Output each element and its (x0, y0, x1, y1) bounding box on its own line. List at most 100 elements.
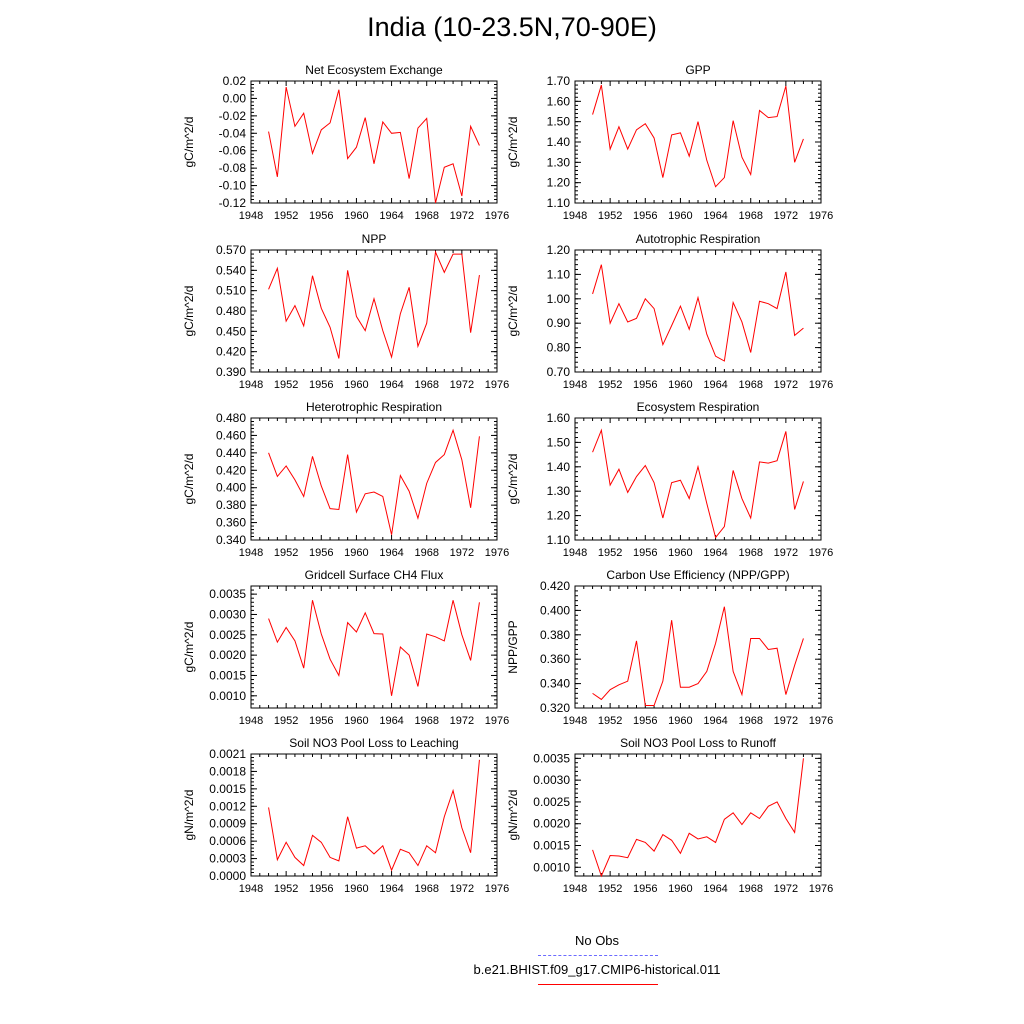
x-tick-label: 1956 (309, 883, 333, 895)
panel-title: Autotrophic Respiration (636, 232, 761, 246)
y-tick-label: 0.0035 (209, 587, 246, 601)
y-tick-label: 1.10 (547, 267, 571, 281)
plot-frame (250, 80, 498, 204)
plot-frame (250, 249, 498, 373)
x-tick-label: 1948 (239, 547, 263, 559)
x-tick-label: 1972 (774, 547, 798, 559)
x-tick-label: 1968 (414, 547, 438, 559)
plot-frame (574, 585, 822, 709)
x-tick-label: 1972 (450, 715, 474, 727)
x-tick-label: 1964 (703, 883, 727, 895)
x-tick-label: 1948 (239, 379, 263, 391)
x-tick-label: 1956 (309, 715, 333, 727)
y-axis-label: NPP/GPP (506, 620, 520, 673)
panel-title: Carbon Use Efficiency (NPP/GPP) (606, 568, 789, 582)
y-tick-label: 0.340 (540, 677, 570, 691)
panel-title: Gridcell Surface CH4 Flux (305, 568, 444, 582)
x-tick-label: 1972 (774, 210, 798, 222)
x-tick-label: 1964 (379, 379, 403, 391)
x-tick-label: 1976 (809, 715, 833, 727)
x-tick-label: 1976 (485, 547, 509, 559)
x-tick-label: 1972 (450, 210, 474, 222)
y-tick-label: 0.0030 (209, 607, 246, 621)
x-tick-label: 1972 (450, 547, 474, 559)
y-axis-label: gC/m^2/d (506, 117, 520, 168)
y-tick-label: 0.0012 (209, 799, 246, 813)
x-tick-label: 1952 (274, 883, 298, 895)
x-tick-label: 1960 (668, 379, 692, 391)
x-tick-label: 1948 (239, 715, 263, 727)
y-tick-label: -0.10 (219, 179, 247, 193)
x-tick-label: 1964 (379, 715, 403, 727)
y-tick-label: 0.0015 (533, 839, 570, 853)
y-tick-label: 0.0015 (209, 668, 246, 682)
y-tick-label: 0.510 (216, 284, 246, 298)
y-tick-label: 0.320 (540, 701, 570, 715)
y-tick-label: 0.0015 (209, 782, 246, 796)
x-tick-label: 1952 (274, 379, 298, 391)
x-tick-label: 1972 (774, 883, 798, 895)
x-tick-label: 1960 (344, 883, 368, 895)
x-tick-label: 1968 (738, 210, 762, 222)
y-tick-label: 0.0006 (209, 834, 246, 848)
y-tick-label: 1.00 (547, 292, 571, 306)
y-tick-label: 0.450 (216, 324, 246, 338)
x-tick-label: 1976 (485, 379, 509, 391)
y-tick-label: 0.420 (216, 463, 246, 477)
y-tick-label: 1.40 (547, 460, 571, 474)
y-tick-label: 0.0021 (209, 747, 246, 761)
y-tick-label: 0.420 (216, 345, 246, 359)
y-tick-label: 1.20 (547, 509, 571, 523)
page-title: India (10-23.5N,70-90E) (367, 12, 657, 42)
y-tick-label: 0.390 (216, 365, 246, 379)
x-tick-label: 1956 (633, 547, 657, 559)
x-tick-label: 1948 (563, 547, 587, 559)
y-axis-label: gC/m^2/d (182, 286, 196, 337)
series-line (268, 250, 480, 360)
panel-autotrophic-respiration: Autotrophic Respiration 1948 1952 1956 1960 1… (506, 232, 833, 391)
x-tick-label: 1972 (774, 715, 798, 727)
y-tick-label: 0.02 (223, 74, 247, 88)
series-line (268, 86, 480, 204)
y-axis-label: gC/m^2/d (182, 117, 196, 168)
x-tick-label: 1972 (450, 379, 474, 391)
panel-carbon-use-efficiency-npp-gpp: Carbon Use Efficiency (NPP/GPP) 1948 1952 1… (506, 568, 833, 727)
x-tick-label: 1960 (344, 210, 368, 222)
x-tick-label: 1976 (485, 883, 509, 895)
y-tick-label: 0.480 (216, 304, 246, 318)
panel-title: Heterotrophic Respiration (306, 400, 442, 414)
y-axis-label: gC/m^2/d (182, 454, 196, 505)
panel-title: Ecosystem Respiration (637, 400, 760, 414)
y-tick-label: 0.00 (223, 91, 247, 105)
y-tick-label: 1.60 (547, 411, 571, 425)
x-tick-label: 1960 (668, 210, 692, 222)
y-tick-label: 0.400 (216, 481, 246, 495)
x-tick-label: 1976 (485, 715, 509, 727)
panel-npp: NPP 1948 1952 1956 1960 1964 1968 1972 1976 0.390… (182, 232, 509, 391)
x-tick-label: 1964 (379, 883, 403, 895)
y-tick-label: 0.460 (216, 428, 246, 442)
y-tick-label: 0.0003 (209, 852, 246, 866)
x-tick-label: 1964 (703, 379, 727, 391)
y-tick-label: 0.360 (540, 652, 570, 666)
x-tick-label: 1948 (563, 715, 587, 727)
x-tick-label: 1956 (633, 883, 657, 895)
x-tick-label: 1952 (598, 883, 622, 895)
x-tick-label: 1948 (563, 883, 587, 895)
x-tick-label: 1952 (274, 715, 298, 727)
x-tick-label: 1948 (563, 210, 587, 222)
x-tick-label: 1960 (668, 715, 692, 727)
panel-title: Soil NO3 Pool Loss to Runoff (620, 736, 777, 750)
x-tick-label: 1976 (809, 883, 833, 895)
y-tick-label: 0.0000 (209, 869, 246, 883)
y-tick-label: 1.70 (547, 74, 571, 88)
panel-soil-no3-pool-loss-to-leaching: Soil NO3 Pool Loss to Leaching 1948 1952 19… (182, 736, 509, 895)
y-tick-label: 1.20 (547, 176, 571, 190)
series-line (268, 600, 480, 696)
y-tick-label: 0.0025 (533, 795, 570, 809)
y-axis-label: gC/m^2/d (182, 622, 196, 673)
x-tick-label: 1952 (598, 547, 622, 559)
plot-frame (250, 753, 498, 877)
y-tick-label: -0.12 (219, 196, 247, 210)
y-axis-label: gN/m^2/d (506, 790, 520, 841)
